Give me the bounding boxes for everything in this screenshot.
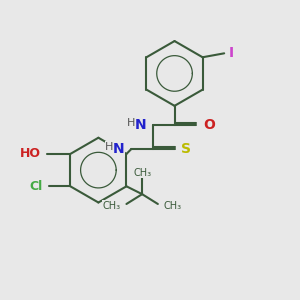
Text: I: I (229, 46, 234, 60)
Text: H: H (127, 118, 135, 128)
Text: N: N (134, 118, 146, 133)
Text: N: N (113, 142, 124, 156)
Text: O: O (203, 118, 215, 133)
Text: CH₃: CH₃ (133, 168, 151, 178)
Text: H: H (105, 142, 114, 152)
Text: CH₃: CH₃ (102, 201, 121, 211)
Text: Cl: Cl (30, 180, 43, 193)
Text: S: S (182, 142, 191, 156)
Text: CH₃: CH₃ (164, 201, 182, 211)
Text: HO: HO (20, 147, 41, 161)
